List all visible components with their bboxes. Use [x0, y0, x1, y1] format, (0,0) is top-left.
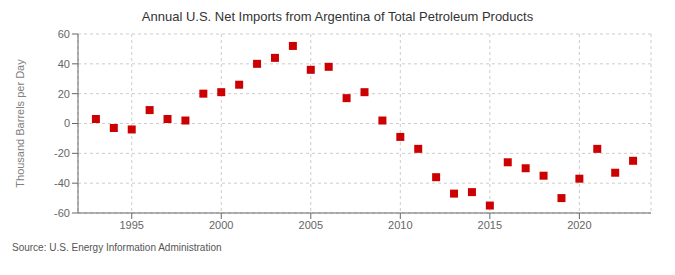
svg-text:2005: 2005	[299, 219, 323, 231]
svg-text:60: 60	[58, 28, 70, 40]
svg-text:2020: 2020	[567, 219, 591, 231]
svg-text:-40: -40	[54, 177, 70, 189]
svg-text:Thousand Barrels per Day: Thousand Barrels per Day	[14, 59, 26, 188]
html-text:Source: U.S. Energy Informatio: Source: U.S. Energy Information Administ…	[12, 242, 222, 253]
svg-text:0: 0	[64, 117, 70, 129]
svg-text:2000: 2000	[209, 219, 233, 231]
svg-text:1995: 1995	[119, 219, 143, 231]
svg-text:2010: 2010	[388, 219, 412, 231]
svg-text:2015: 2015	[478, 219, 502, 231]
svg-text:-60: -60	[54, 207, 70, 219]
svg-text:40: 40	[58, 58, 70, 70]
svg-text:-20: -20	[54, 147, 70, 159]
html-text:Annual U.S. Net Imports from A: Annual U.S. Net Imports from Argentina o…	[141, 9, 534, 24]
svg-text:20: 20	[58, 88, 70, 100]
